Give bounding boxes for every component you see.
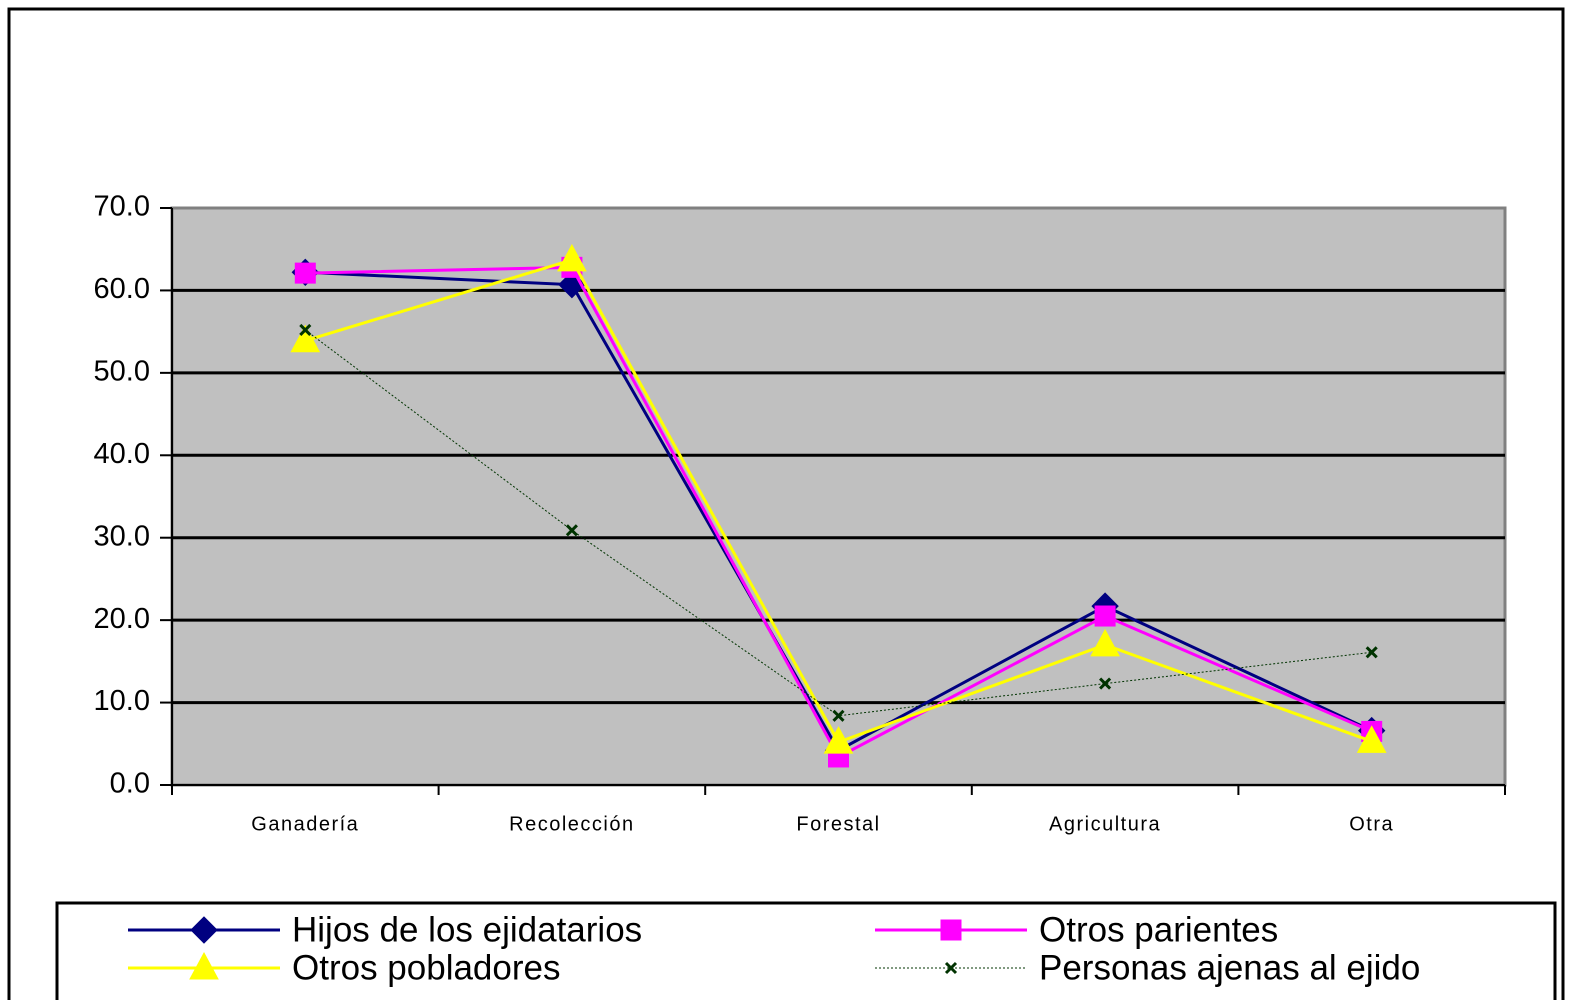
marker (294, 262, 316, 284)
marker (823, 726, 854, 754)
legend-label: Personas ajenas al ejido (1039, 948, 1420, 987)
legend: Hijos de los ejidatarios Otros parientes O… (128, 910, 1420, 987)
x-tick-label: Ganadería (251, 813, 359, 835)
marker (940, 919, 962, 941)
axes: 0.0 10.0 20.0 30.0 40.0 50.0 60.0 70.0 Ganadería… (94, 191, 1506, 835)
x-tick-label: Agricultura (1049, 813, 1161, 835)
legend-label: Hijos de los ejidatarios (292, 910, 642, 949)
y-tick-label: 30.0 (94, 520, 150, 552)
y-tick-label: 10.0 (94, 685, 150, 717)
marker (290, 324, 321, 353)
marker (1090, 628, 1120, 657)
y-tick-label: 20.0 (94, 603, 150, 635)
marker (1094, 605, 1116, 627)
y-tick-label: 60.0 (94, 273, 150, 305)
legend-label: Otros parientes (1039, 910, 1278, 949)
marker (565, 524, 578, 537)
legend-box (55, 901, 1557, 1000)
x-tick-label: Forestal (796, 813, 880, 835)
marker (190, 916, 218, 944)
series-line (304, 329, 1372, 717)
x-tick-label: Otra (1349, 813, 1394, 835)
y-tick-label: 40.0 (94, 438, 150, 470)
marker (189, 951, 219, 980)
marker (1099, 677, 1112, 690)
marker (1365, 646, 1378, 659)
legend-label: Otros pobladores (292, 948, 560, 987)
marker (832, 709, 845, 722)
marker (1356, 725, 1387, 753)
y-tick-label: 0.0 (110, 768, 150, 800)
series (290, 243, 1387, 768)
y-tick-label: 50.0 (94, 356, 150, 388)
marker (557, 243, 587, 272)
marker (299, 323, 312, 337)
grid (172, 288, 1505, 705)
x-tick-label: Recolección (509, 813, 634, 835)
marker (944, 961, 958, 975)
y-tick-label: 70.0 (94, 191, 150, 223)
